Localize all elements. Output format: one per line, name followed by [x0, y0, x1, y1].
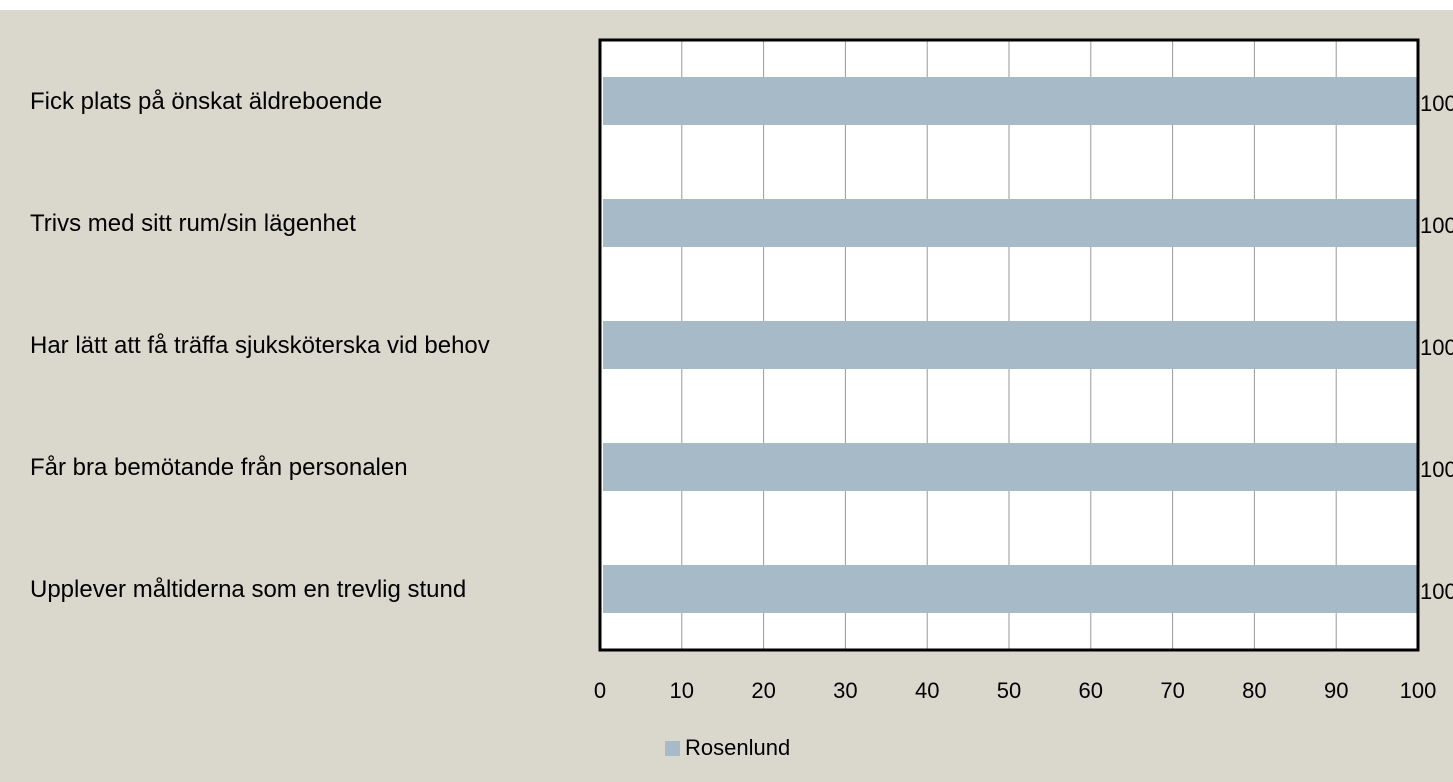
x-tick-label: 100 — [1400, 678, 1437, 703]
x-tick-label: 50 — [997, 678, 1021, 703]
x-tick-label: 70 — [1160, 678, 1184, 703]
bar — [603, 565, 1418, 613]
data-label: 100 — [1420, 457, 1453, 482]
y-tick-label: Upplever måltiderna som en trevlig stund — [30, 575, 467, 603]
x-tick-label: 10 — [670, 678, 694, 703]
data-label: 100 — [1420, 91, 1453, 116]
y-tick-label: Fick plats på önskat äldreboende — [30, 87, 383, 115]
bar — [603, 199, 1418, 247]
legend-label: Rosenlund — [685, 735, 790, 760]
bar — [603, 321, 1418, 369]
x-tick-label: 20 — [751, 678, 775, 703]
y-tick-label: Trivs med sitt rum/sin lägenhet — [30, 209, 356, 237]
x-tick-label: 60 — [1079, 678, 1103, 703]
x-tick-label: 0 — [594, 678, 606, 703]
bar — [603, 443, 1418, 491]
x-tick-label: 40 — [915, 678, 939, 703]
data-label: 100 — [1420, 335, 1453, 360]
y-tick-label: Har lätt att få träffa sjuksköterska vid… — [30, 331, 490, 359]
x-tick-label: 80 — [1242, 678, 1266, 703]
y-tick-label: Får bra bemötande från personalen — [30, 453, 408, 481]
x-tick-label: 30 — [833, 678, 857, 703]
data-label: 100 — [1420, 213, 1453, 238]
legend-swatch — [665, 741, 680, 756]
bar — [603, 77, 1418, 125]
data-label: 100 — [1420, 579, 1453, 604]
x-tick-label: 90 — [1324, 678, 1348, 703]
